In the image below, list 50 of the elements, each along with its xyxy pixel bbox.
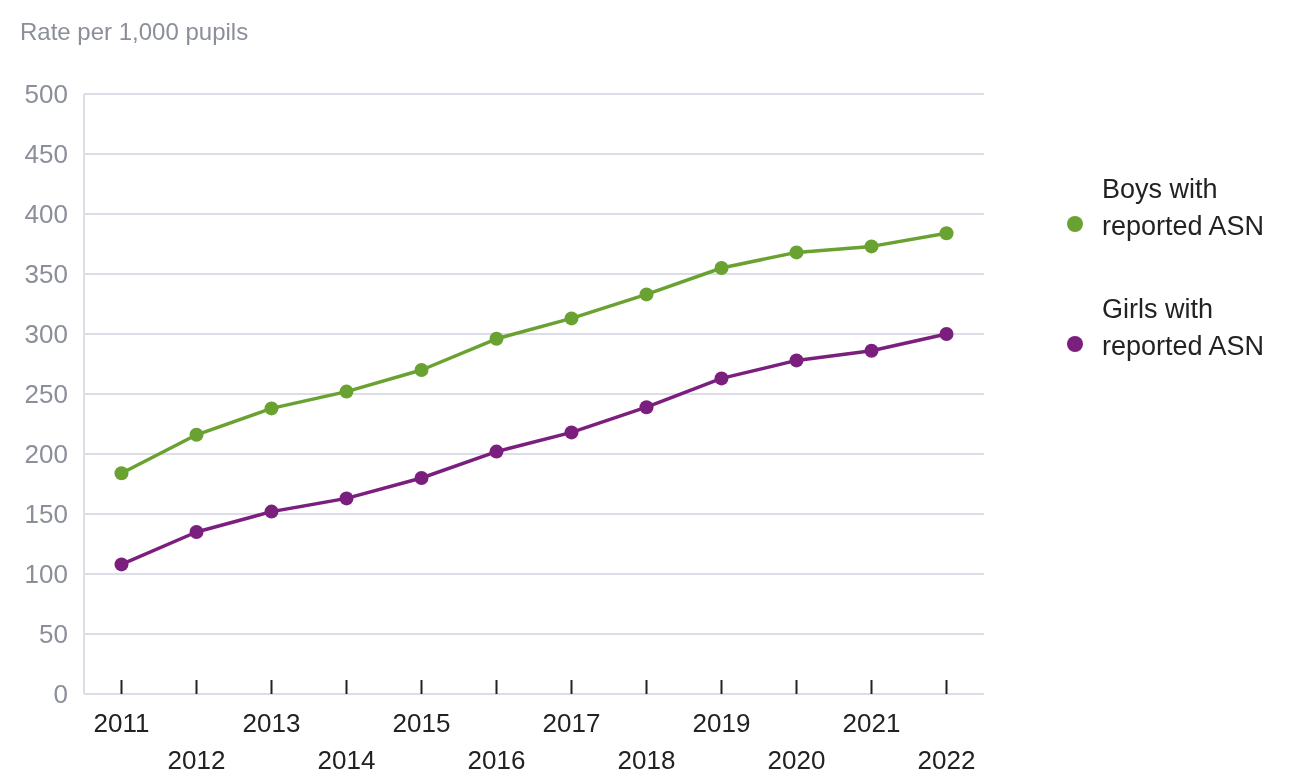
point	[939, 327, 954, 341]
x-tick-label: 2016	[467, 745, 526, 769]
y-tick-label: 100	[24, 559, 68, 590]
y-tick-label: 500	[24, 79, 68, 110]
y-tick-label: 250	[24, 379, 68, 410]
x-tick-label: 2011	[93, 708, 150, 738]
x-tick-label: 2021	[842, 708, 901, 738]
y-tick-label: 300	[24, 319, 68, 350]
point	[864, 239, 879, 254]
x-tick-label: 2020	[767, 745, 826, 769]
y-tick-label: 200	[24, 439, 68, 470]
x-tick-label: 2015	[392, 708, 451, 738]
point	[189, 427, 204, 442]
point	[264, 401, 279, 416]
y-tick-label: 350	[24, 259, 68, 290]
y-tick-label: 0	[53, 679, 68, 710]
x-tick-label: 2019	[692, 708, 751, 738]
point	[339, 491, 354, 506]
point	[189, 525, 204, 539]
point	[864, 343, 879, 358]
x-tick-label: 2017	[542, 708, 601, 738]
point	[114, 557, 129, 572]
point	[414, 363, 429, 377]
x-tick-label: 2013	[242, 708, 301, 738]
y-tick-label: 50	[39, 619, 68, 650]
point	[939, 226, 954, 241]
point	[489, 331, 504, 346]
y-tick-label: 450	[24, 139, 68, 170]
point	[114, 466, 129, 481]
y-tick-label: 400	[24, 199, 68, 230]
legend-label: Boys with reported ASN	[1102, 174, 1265, 241]
x-tick-label: 2018	[617, 745, 676, 769]
point	[489, 444, 504, 459]
y-tick-label: 150	[24, 499, 68, 530]
legend-label: Girls with reported ASN	[1102, 294, 1265, 361]
point	[564, 311, 579, 326]
y-axis-title: Rate per 1,000 pupils	[20, 18, 249, 45]
point	[414, 471, 429, 485]
x-tick-label: 2014	[317, 745, 376, 769]
point	[564, 425, 579, 440]
x-tick-label: 2022	[917, 745, 976, 769]
point	[639, 287, 654, 302]
point	[639, 400, 654, 415]
point	[339, 384, 354, 399]
point	[714, 261, 729, 275]
point	[714, 371, 729, 386]
point	[264, 504, 279, 519]
x-tick-label: 2012	[167, 745, 226, 769]
point	[789, 353, 804, 368]
point	[789, 245, 804, 260]
